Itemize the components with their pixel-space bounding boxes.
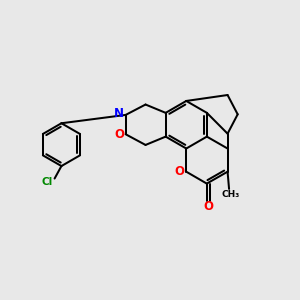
Text: O: O — [203, 200, 213, 213]
Text: CH₃: CH₃ — [221, 190, 240, 200]
Text: O: O — [175, 165, 185, 178]
Text: Cl: Cl — [42, 177, 53, 188]
Text: N: N — [114, 107, 124, 120]
Text: O: O — [115, 128, 125, 141]
